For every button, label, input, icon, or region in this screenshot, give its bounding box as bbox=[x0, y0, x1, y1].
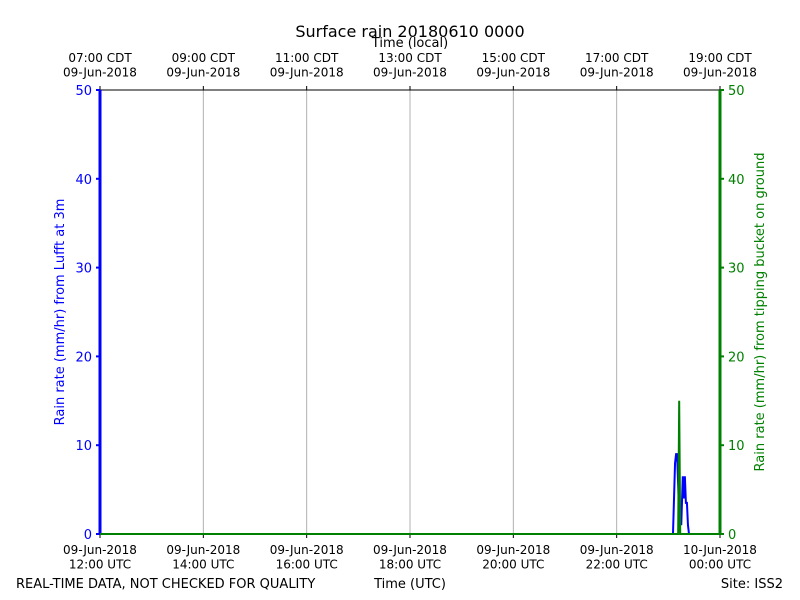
top-x-tick-label: 15:00 CDT 09-Jun-2018 bbox=[476, 51, 550, 79]
x-tick-label: 09-Jun-2018 12:00 UTC bbox=[63, 543, 137, 571]
y2-tick-label: 50 bbox=[728, 84, 745, 99]
x-tick-label: 09-Jun-2018 18:00 UTC bbox=[373, 543, 447, 571]
y2-tick-label: 10 bbox=[728, 439, 745, 454]
footer-right: Site: ISS2 bbox=[721, 577, 783, 592]
y-tick-label: 40 bbox=[75, 173, 92, 188]
y-tick-label: 0 bbox=[84, 528, 92, 543]
y2-tick-label: 40 bbox=[728, 173, 745, 188]
top-x-tick-label: 07:00 CDT 09-Jun-2018 bbox=[63, 51, 137, 79]
y2-axis-label: Rain rate (mm/hr) from tipping bucket on… bbox=[753, 153, 768, 472]
x-axis-label: Time (UTC) bbox=[373, 577, 446, 592]
y2-tick-label: 30 bbox=[728, 262, 745, 277]
top-axis-label: Time (local) bbox=[371, 36, 448, 51]
x-tick-label: 09-Jun-2018 16:00 UTC bbox=[270, 543, 344, 571]
y2-tick-label: 20 bbox=[728, 350, 745, 365]
y-tick-label: 20 bbox=[75, 350, 92, 365]
y2-tick-label: 0 bbox=[728, 528, 736, 543]
footer-left: REAL-TIME DATA, NOT CHECKED FOR QUALITY bbox=[16, 577, 315, 592]
top-x-tick-label: 19:00 CDT 09-Jun-2018 bbox=[683, 51, 757, 79]
x-tick-label: 09-Jun-2018 14:00 UTC bbox=[166, 543, 240, 571]
y-tick-label: 10 bbox=[75, 439, 92, 454]
y-tick-label: 30 bbox=[75, 262, 92, 277]
chart-title: Surface rain 20180610 0000 bbox=[295, 22, 524, 41]
y-axis-label: Rain rate (mm/hr) from Lufft at 3m bbox=[53, 199, 68, 426]
x-tick-label: 10-Jun-2018 00:00 UTC bbox=[683, 543, 757, 571]
x-tick-label: 09-Jun-2018 20:00 UTC bbox=[476, 543, 550, 571]
x-tick-label: 09-Jun-2018 22:00 UTC bbox=[580, 543, 654, 571]
data-line bbox=[100, 400, 720, 535]
top-x-tick-label: 11:00 CDT 09-Jun-2018 bbox=[270, 51, 344, 79]
y-tick-label: 50 bbox=[75, 84, 92, 99]
top-x-tick-label: 09:00 CDT 09-Jun-2018 bbox=[166, 51, 240, 79]
top-x-tick-label: 17:00 CDT 09-Jun-2018 bbox=[580, 51, 654, 79]
data-line bbox=[100, 453, 720, 535]
top-x-tick-label: 13:00 CDT 09-Jun-2018 bbox=[373, 51, 447, 79]
